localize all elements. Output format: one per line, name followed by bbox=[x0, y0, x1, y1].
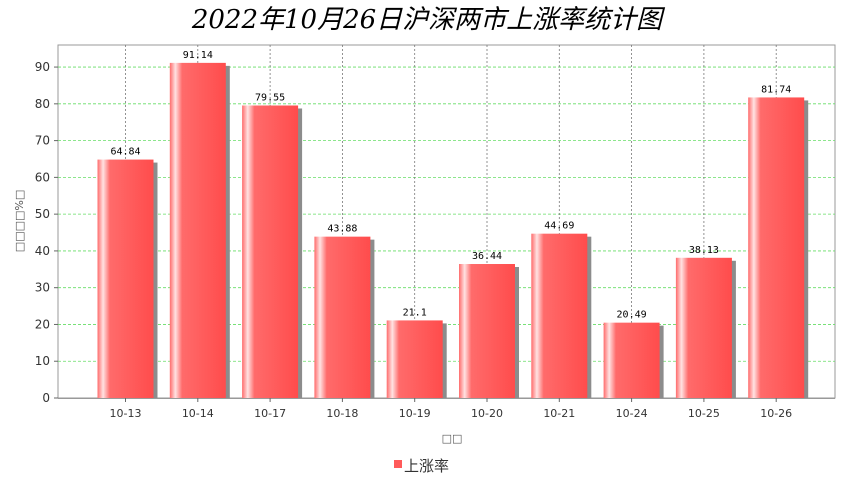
y-tick-label: 70 bbox=[35, 134, 50, 148]
x-tick-label: 10-14 bbox=[182, 407, 214, 420]
data-label: 21.1 bbox=[403, 307, 427, 318]
y-tick-label: 60 bbox=[35, 170, 50, 184]
data-label: 79.55 bbox=[255, 92, 285, 103]
bar bbox=[675, 257, 732, 398]
bar bbox=[314, 236, 371, 398]
x-tick-label: 10-13 bbox=[110, 407, 142, 420]
bar bbox=[603, 322, 660, 398]
data-label: 20.49 bbox=[617, 310, 647, 321]
x-tick-label: 10-24 bbox=[616, 407, 648, 420]
x-axis-label: □□ bbox=[442, 432, 463, 445]
chart-title: 2022年10月26日沪深两市上涨率统计图 bbox=[191, 5, 666, 35]
y-tick-label: 30 bbox=[35, 281, 50, 295]
y-tick-label: 0 bbox=[42, 391, 50, 405]
x-tick-label: 10-26 bbox=[760, 407, 792, 420]
y-tick-label: 10 bbox=[35, 354, 50, 368]
data-label: 36.44 bbox=[472, 251, 502, 262]
y-axis: 0 10 20 30 40 50 60 70 80 90 bbox=[35, 60, 58, 405]
bar bbox=[459, 264, 515, 398]
x-tick-label: 10-25 bbox=[688, 407, 720, 420]
legend-label: 上涨率 bbox=[404, 457, 449, 475]
bar bbox=[242, 105, 299, 398]
data-label: 43.88 bbox=[327, 224, 357, 235]
bars: 64.84 91.14 79.55 43.88 21.1 36.44 44.69 20.49 3… bbox=[97, 50, 809, 398]
data-label: 38.13 bbox=[689, 245, 719, 256]
bar bbox=[748, 97, 805, 398]
x-tick-label: 10-17 bbox=[254, 407, 286, 420]
data-label: 81.74 bbox=[761, 84, 791, 95]
x-tick-label: 10-21 bbox=[543, 407, 575, 420]
y-axis-label: □□□□%□ bbox=[13, 190, 26, 252]
data-label: 91.14 bbox=[183, 50, 213, 61]
y-tick-label: 50 bbox=[35, 207, 50, 221]
y-tick-label: 80 bbox=[35, 97, 50, 111]
bar bbox=[531, 233, 588, 398]
bar bbox=[97, 159, 154, 398]
y-tick-label: 40 bbox=[35, 244, 50, 258]
x-tick-label: 10-20 bbox=[471, 407, 503, 420]
y-tick-label: 90 bbox=[35, 60, 50, 74]
bar bbox=[386, 320, 443, 398]
data-label: 64.84 bbox=[110, 147, 140, 158]
legend-swatch bbox=[394, 460, 402, 468]
legend: 上涨率 bbox=[394, 457, 449, 475]
x-tick-label: 10-18 bbox=[326, 407, 358, 420]
x-axis: 10-13 10-14 10-17 10-18 10-19 10-20 10-21 10-24… bbox=[58, 398, 835, 420]
x-tick-label: 10-19 bbox=[399, 407, 431, 420]
bar bbox=[169, 62, 226, 398]
data-label: 44.69 bbox=[544, 221, 574, 232]
y-tick-label: 20 bbox=[35, 317, 50, 331]
